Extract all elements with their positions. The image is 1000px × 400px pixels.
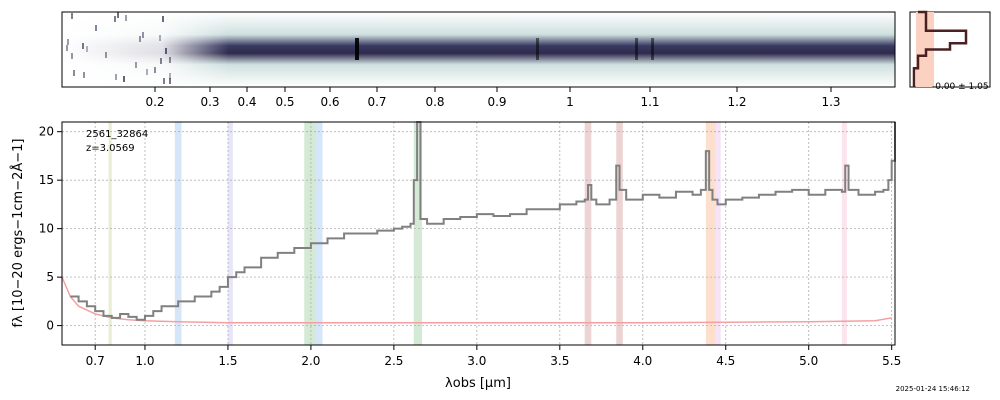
noise-speck-23: [67, 39, 69, 45]
spectrum-2d-panel: 0.2 0.3 0.4 0.5 0.6 0.7 0.8 0.9 1 1.1 1.2 1.3: [62, 12, 895, 109]
emission-line-2: [635, 38, 638, 60]
x-tick-label-4: 2.5: [384, 354, 403, 368]
top-tick-label-0: 0.2: [145, 95, 164, 109]
x-axis-ticks: 0.7 1.0 1.5 2.0 2.5 3.0 3.5 4.0 4.5 5.0 5.5: [86, 345, 902, 368]
x-tick-label-9: 5.0: [799, 354, 818, 368]
line-band-7: [616, 122, 623, 345]
y-tick-label-4: 20: [39, 125, 54, 139]
noise-speck-8: [71, 13, 73, 19]
top-tick-label-1: 0.3: [200, 95, 219, 109]
line-band-2: [228, 122, 233, 345]
emission-line-1: [536, 38, 539, 60]
noise-speck-2: [159, 35, 161, 41]
x-tick-label-7: 4.0: [633, 354, 652, 368]
noise-speck-18: [71, 53, 73, 59]
noise-speck-16: [123, 76, 125, 82]
x-tick-label-3: 2.0: [301, 354, 320, 368]
top-tick-label-4: 0.6: [320, 95, 339, 109]
noise-speck-11: [125, 15, 127, 21]
figure: 0.2 0.3 0.4 0.5 0.6 0.7 0.8 0.9 1 1.1 1.2 1.3 -0.00…: [0, 0, 1000, 400]
redshift-label: z=3.0569: [86, 143, 135, 154]
y-axis-ticks: 0 5 10 15 20: [39, 125, 62, 333]
noise-speck-26: [146, 69, 148, 75]
noise-speck-25: [169, 78, 171, 84]
noise-speck-17: [66, 45, 68, 51]
noise-speck-27: [115, 74, 117, 80]
x-tick-label-6: 3.5: [550, 354, 569, 368]
top-tick-label-8: 1: [566, 95, 574, 109]
profile-label: -0.00 ± 1.05: [932, 82, 989, 92]
noise-speck-24: [169, 57, 171, 63]
top-tick-label-11: 1.3: [821, 95, 840, 109]
line-band-0: [108, 122, 111, 345]
noise-speck-3: [82, 43, 84, 49]
object-id-label: 2561_32864: [86, 129, 148, 140]
noise-speck-1: [135, 62, 137, 68]
noise-speck-19: [139, 36, 141, 42]
noise-speck-6: [160, 58, 162, 64]
line-band-8: [706, 122, 716, 345]
top-tick-label-2: 0.4: [237, 95, 256, 109]
noise-speck-20: [83, 72, 85, 78]
noise-speck-21: [105, 52, 107, 58]
top-tick-label-7: 0.9: [487, 95, 506, 109]
line-band-9: [716, 122, 721, 345]
emission-line-0: [355, 38, 359, 60]
noise-speck-5: [154, 67, 156, 73]
line-band-6: [585, 122, 592, 345]
y-tick-label-1: 5: [46, 270, 54, 284]
top-tick-label-5: 0.7: [367, 95, 386, 109]
y-tick-label-3: 15: [39, 173, 54, 187]
line-band-10: [842, 122, 847, 345]
y-axis-label: fλ [10−20 ergs−1cm−2Å−1]: [10, 139, 26, 328]
top-tick-label-9: 1.1: [640, 95, 659, 109]
noise-speck-9: [165, 48, 167, 54]
line-band-4: [316, 122, 323, 345]
x-tick-label-8: 4.5: [716, 354, 735, 368]
x-tick-label-2: 1.5: [218, 354, 237, 368]
profile-panel: -0.00 ± 1.05: [910, 12, 990, 92]
x-tick-label-5: 3.0: [467, 354, 486, 368]
spectrum-2d-top-axis: 0.2 0.3 0.4 0.5 0.6 0.7 0.8 0.9 1 1.1 1.2 1.3: [145, 87, 840, 109]
noise-speck-10: [95, 25, 97, 31]
spectrum-1d-panel: 0.7 1.0 1.5 2.0 2.5 3.0 3.5 4.0 4.5 5.0 5.5 0 5 10 15…: [10, 122, 901, 391]
x-tick-label-10: 5.5: [882, 354, 901, 368]
y-tick-label-2: 10: [39, 222, 54, 236]
noise-speck-22: [114, 16, 116, 22]
timestamp: 2025-01-24 15:46:12: [896, 385, 970, 393]
x-tick-label-0: 0.7: [86, 354, 105, 368]
noise-speck-7: [86, 46, 88, 52]
noise-speck-12: [162, 16, 164, 22]
x-tick-label-1: 1.0: [135, 354, 154, 368]
y-tick-label-0: 0: [46, 319, 54, 333]
noise-speck-15: [163, 78, 165, 84]
plot-area: [62, 122, 895, 345]
x-axis-label: λobs [μm]: [445, 376, 511, 391]
noise-speck-13: [142, 32, 144, 38]
top-tick-label-6: 0.8: [425, 95, 444, 109]
line-band-1: [175, 122, 182, 345]
noise-speck-14: [73, 70, 75, 76]
line-band-3: [304, 122, 316, 345]
noise-speck-4: [117, 12, 119, 18]
top-tick-label-10: 1.2: [727, 95, 746, 109]
emission-line-3: [651, 38, 654, 60]
spectrum-2d-fade: [62, 12, 895, 87]
top-tick-label-3: 0.5: [275, 95, 294, 109]
